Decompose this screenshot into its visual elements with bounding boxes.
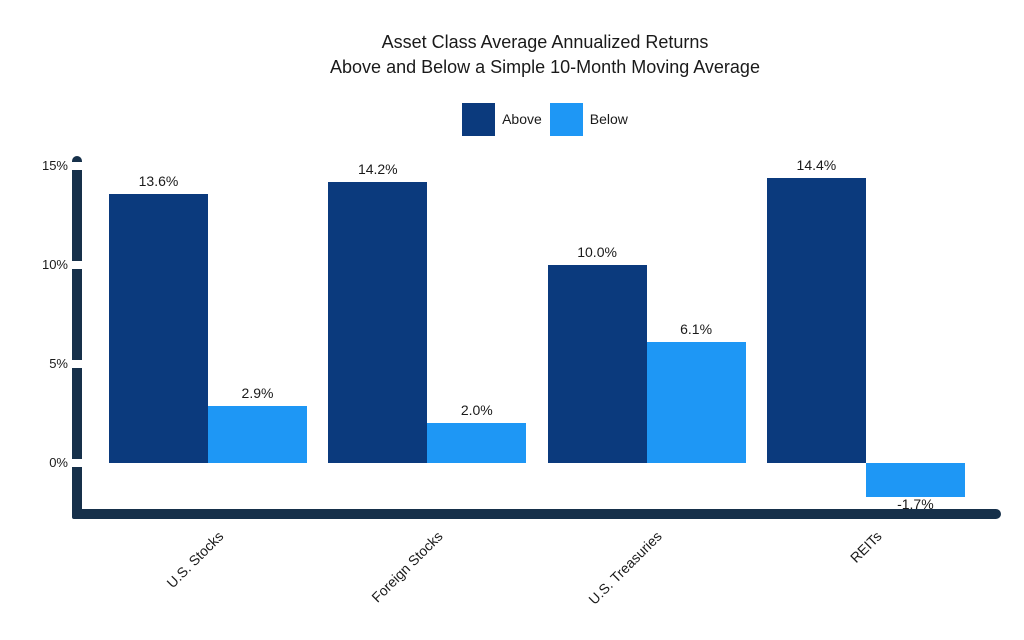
bar-above-reits [766,177,866,463]
bar-below-u-s-stocks [208,405,307,463]
y-tick-5 [70,360,84,368]
bar-below-foreign-stocks [427,423,527,463]
bar-above-u-s-stocks [109,193,208,463]
x-category-label-foreign-stocks: Foreign Stocks [368,528,446,606]
legend-label-above: Above [502,111,542,127]
y-tick-10 [70,261,84,269]
bar-above-u-s-treasuries [547,265,647,463]
chart-title-line1: Asset Class Average Annualized Returns [381,32,709,52]
value-label-below-u-s-treasuries: 6.1% [680,321,713,338]
y-tick-label-5: 5% [49,356,68,371]
y-tick-0 [70,459,84,467]
bar-below-u-s-treasuries [646,342,746,463]
y-axis-line [72,156,82,519]
legend-item-above: Above [462,103,542,136]
chart-title: Asset Class Average Annualized Returns A… [66,30,1024,80]
y-tick-label-15: 15% [41,158,68,173]
x-category-label-u-s-stocks: U.S. Stocks [163,528,227,592]
y-tick-label-10: 10% [41,257,68,272]
value-label-above-reits: 14.4% [796,156,837,173]
legend-item-below: Below [549,103,628,136]
legend-swatch-above-icon [462,103,496,136]
legend-label-below: Below [589,111,628,127]
x-category-label-u-s-treasuries: U.S. Treasuries [585,528,665,608]
value-label-below-u-s-stocks: 2.9% [241,384,274,401]
value-label-above-u-s-stocks: 13.6% [138,172,179,189]
chart-title-line2: Above and Below a Simple 10-Month Moving… [330,57,760,77]
legend: Above Below [66,103,1024,136]
x-category-label-reits: REITs [846,528,885,566]
bar-below-reits [865,463,965,497]
value-label-above-u-s-treasuries: 10.0% [577,244,617,260]
value-label-below-reits: -1.7% [897,495,934,512]
value-label-below-foreign-stocks: 2.0% [460,402,493,419]
value-label-above-foreign-stocks: 14.2% [357,160,398,177]
y-tick-label-0: 0% [49,455,68,470]
legend-swatch-below-icon [549,103,583,136]
x-axis-line [72,509,1001,519]
y-tick-15 [70,162,84,170]
bar-above-foreign-stocks [328,181,428,463]
